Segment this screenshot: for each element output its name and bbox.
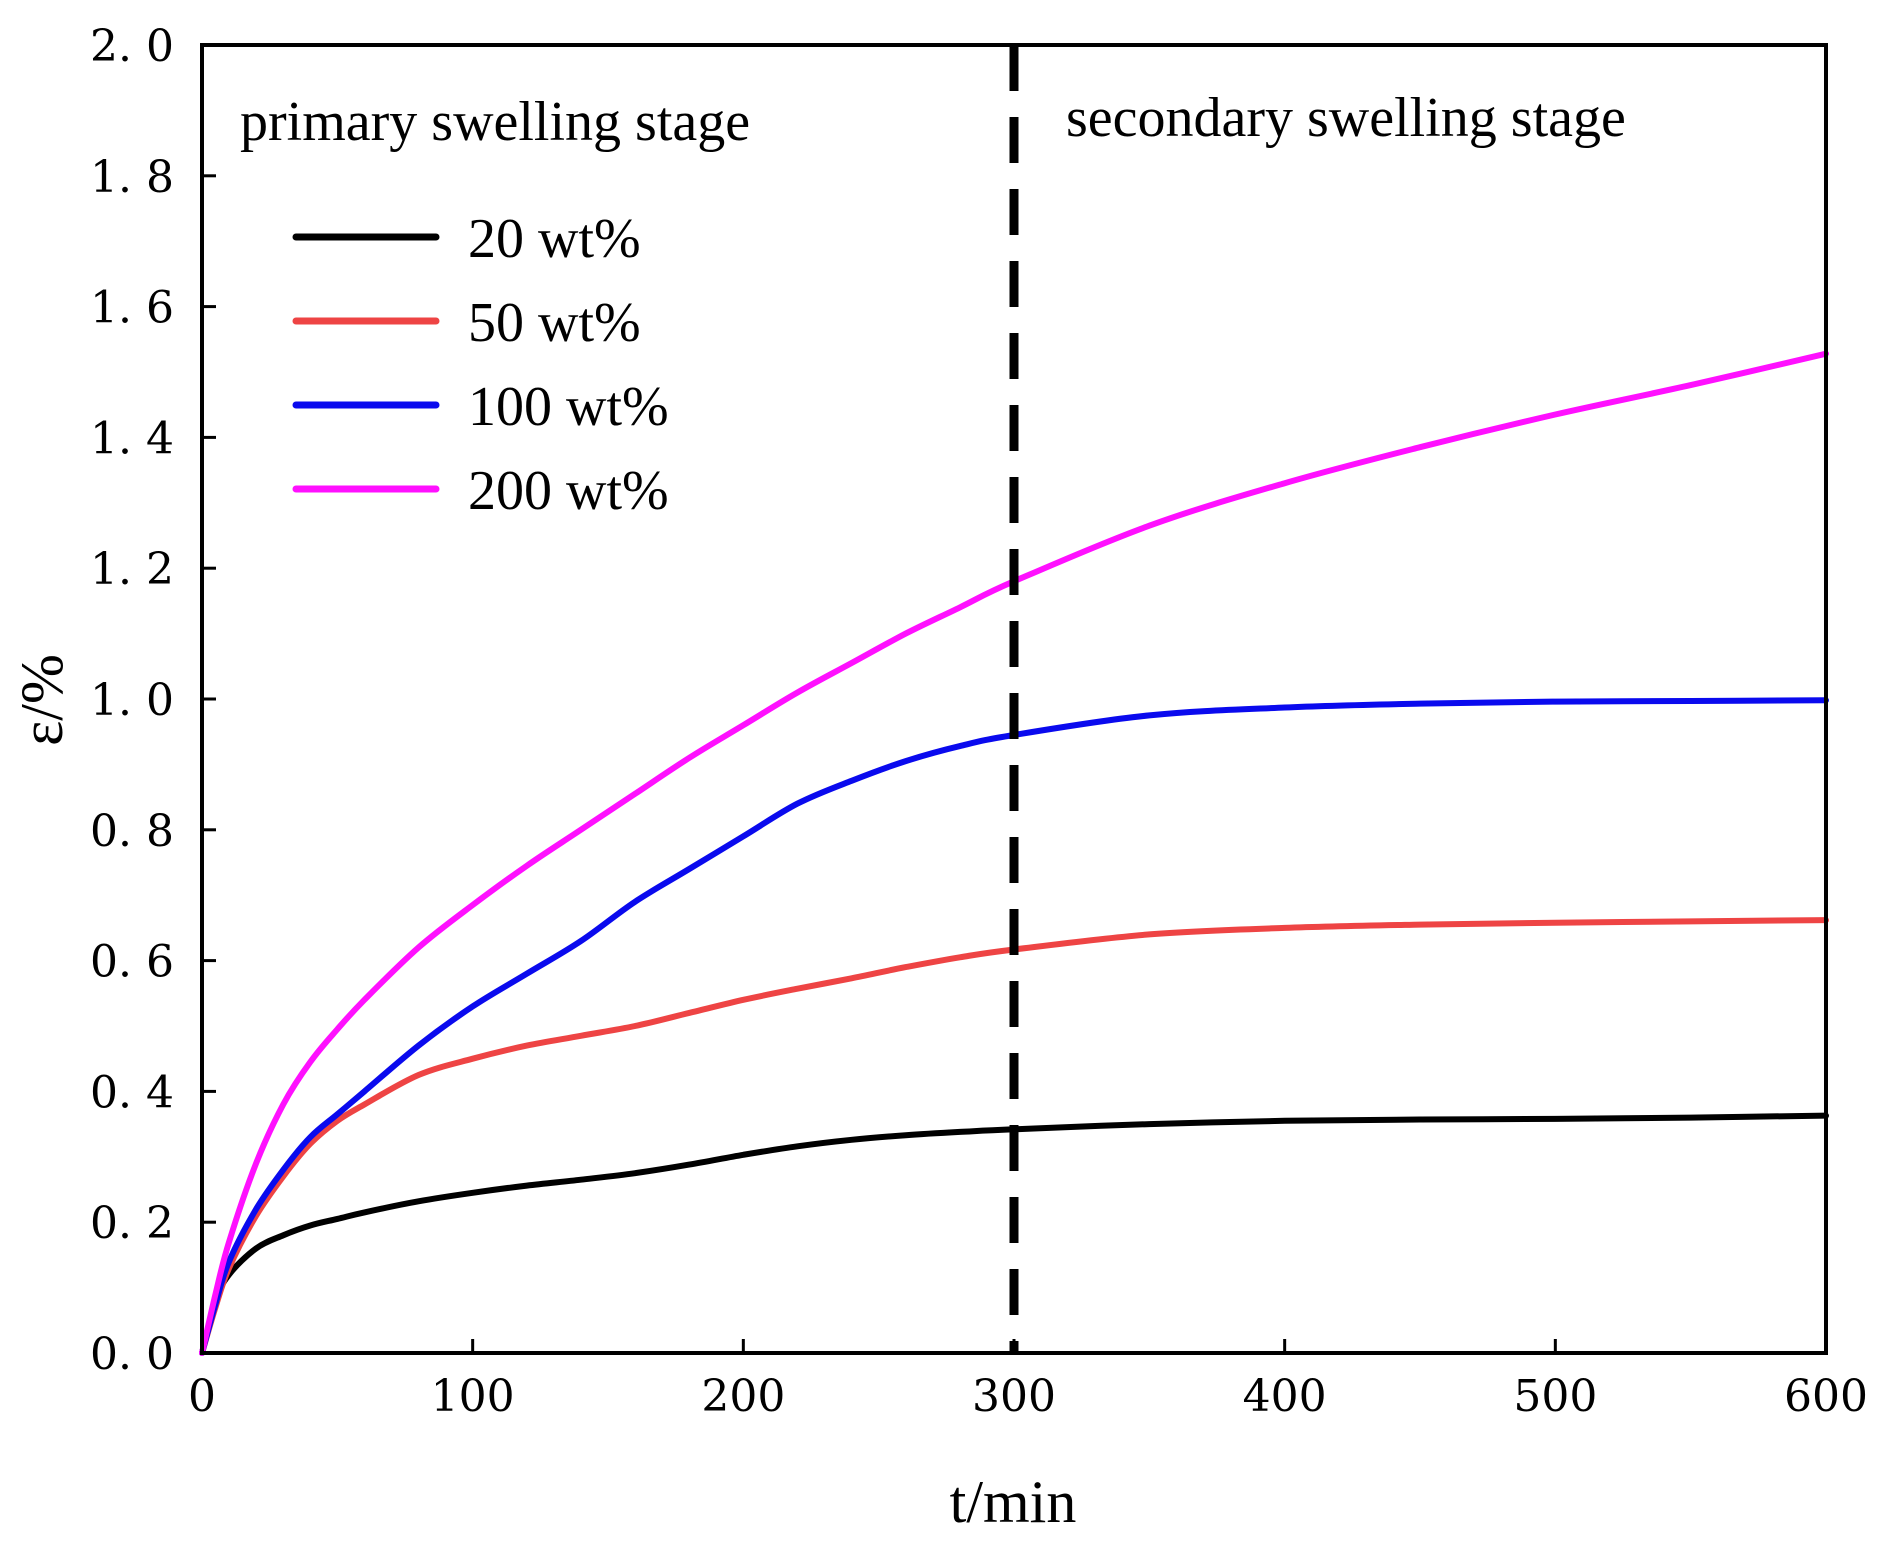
legend-label-1: 50 wt% [468,292,641,354]
legend: 20 wt% 50 wt% 100 wt% 200 wt% [292,208,669,522]
y-tick-label: 0. 8 [90,806,174,857]
axes-layer: 0 100 200 300 400 500 600 0. 0 0. 2 0. 4 0. 6 0. 8 1… [90,21,1868,1422]
x-tick-label: 300 [972,1371,1056,1422]
x-tick-label: 600 [1784,1371,1868,1422]
annotations: primary swelling stage secondary swellin… [240,87,1626,153]
y-tick-label: 0. 4 [90,1067,174,1118]
legend-label-0: 20 wt% [468,208,641,270]
y-tick-label: 1. 0 [90,675,174,726]
series-line-0 [199,1112,1829,1356]
legend-label-3: 200 wt% [468,460,669,522]
x-tick-label: 200 [701,1371,785,1422]
y-tick-label: 1. 2 [90,544,174,595]
x-tick-label: 500 [1513,1371,1597,1422]
x-tick-label: 400 [1243,1371,1327,1422]
annotation-secondary-stage: secondary swelling stage [1066,87,1626,149]
annotation-primary-stage: primary swelling stage [240,91,750,153]
legend-label-2: 100 wt% [468,376,669,438]
series-line-1 [199,917,1829,1356]
x-tick-label: 100 [431,1371,515,1422]
y-tick-label: 1. 8 [90,152,174,203]
y-tick-label: 1. 4 [90,413,174,464]
x-axis-label: t/min [950,1469,1077,1535]
series-line-2 [199,697,1829,1356]
y-tick-label: 0. 2 [90,1198,174,1249]
y-tick-label: 2. 0 [90,21,174,72]
y-axis-label: ε/% [9,654,75,746]
y-tick-label: 1. 6 [90,283,174,334]
y-tick-label: 0. 0 [90,1329,174,1380]
y-tick-label: 0. 6 [90,937,174,988]
series-layer [199,350,1829,1356]
x-tick-label: 0 [188,1371,216,1422]
series-line-3 [199,350,1829,1356]
